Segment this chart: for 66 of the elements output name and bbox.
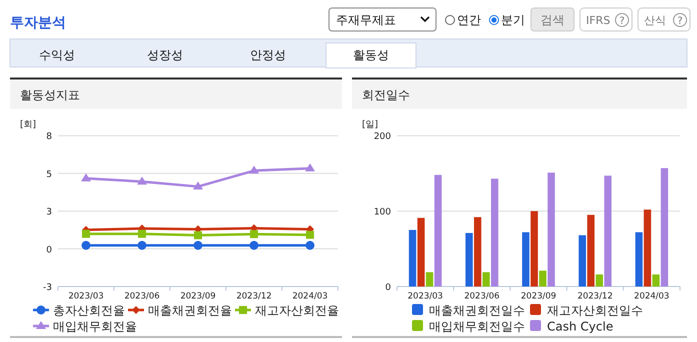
point	[194, 231, 202, 240]
bar	[522, 232, 530, 286]
x-tick-label: 2023/12	[577, 292, 613, 302]
bar	[482, 272, 490, 286]
y-tick-label: -3	[43, 283, 52, 293]
legend-label: 총자산회전율	[53, 304, 125, 318]
y-tick-label: 8	[46, 132, 52, 142]
bar	[417, 218, 425, 286]
x-tick-label: 2023/03	[408, 292, 443, 302]
point	[82, 240, 90, 250]
point	[137, 176, 147, 185]
bar	[604, 176, 612, 286]
y-axis-title: [회]	[20, 120, 36, 130]
legend-label: 매출채권회전일수	[429, 304, 525, 318]
y-tick-label: 3	[46, 208, 52, 218]
bar	[434, 174, 442, 286]
legend-label: 재고자산회전일수	[547, 304, 643, 318]
point	[249, 166, 259, 174]
bar	[644, 210, 652, 286]
y-tick-label: 0	[385, 283, 392, 293]
x-tick-label: 2023/09	[520, 292, 556, 302]
bar	[426, 272, 434, 286]
point	[138, 240, 146, 250]
bar	[652, 274, 660, 286]
point	[306, 240, 314, 250]
page-controls: 투자분석 주재무제표 연간 분기 검색 IFRS ? 산식 ? 수익성 성장성 안정성 활동성	[10, 8, 690, 68]
x-tick-label: 2023/06	[464, 292, 500, 302]
bar	[587, 214, 594, 286]
y-tick-label: 200	[374, 132, 392, 142]
point	[193, 182, 203, 190]
chart-title: 활동성지표	[20, 88, 80, 102]
bar	[635, 232, 643, 286]
bar	[596, 274, 603, 286]
bar	[578, 235, 586, 286]
y-tick-label: 0	[46, 245, 52, 256]
x-tick-label: 2023/12	[236, 292, 272, 302]
bar	[474, 217, 482, 286]
legend-label: 재고자산회전율	[255, 304, 339, 318]
legend-label: 매입채무회전율	[53, 320, 137, 334]
bar	[530, 211, 538, 286]
bar	[548, 172, 555, 286]
point	[82, 230, 90, 238]
y-axis-title: [일]	[362, 120, 378, 130]
y-tick-label: 5	[46, 170, 52, 180]
y-tick-label: 100	[374, 208, 392, 218]
legend-label: 매입채무회전일수	[429, 320, 525, 334]
point	[250, 230, 258, 238]
point	[194, 240, 202, 250]
chart-title: 회전일수	[362, 88, 410, 102]
point	[306, 230, 314, 239]
x-tick-label: 2023/03	[68, 292, 104, 302]
point	[250, 240, 258, 250]
x-tick-label: 2024/03	[292, 292, 328, 302]
point	[81, 173, 91, 182]
legend-label: 매출채권회전율	[148, 304, 232, 318]
x-tick-label: 2024/03	[634, 292, 670, 302]
bar	[408, 230, 416, 286]
bar	[539, 270, 546, 286]
x-tick-label: 2023/06	[124, 292, 160, 302]
x-tick-label: 2023/09	[180, 292, 216, 302]
legend-label: Cash Cycle	[547, 320, 614, 334]
point	[305, 163, 315, 172]
bar	[660, 168, 668, 286]
bar	[491, 178, 498, 286]
bar	[466, 232, 473, 286]
point	[138, 230, 146, 238]
